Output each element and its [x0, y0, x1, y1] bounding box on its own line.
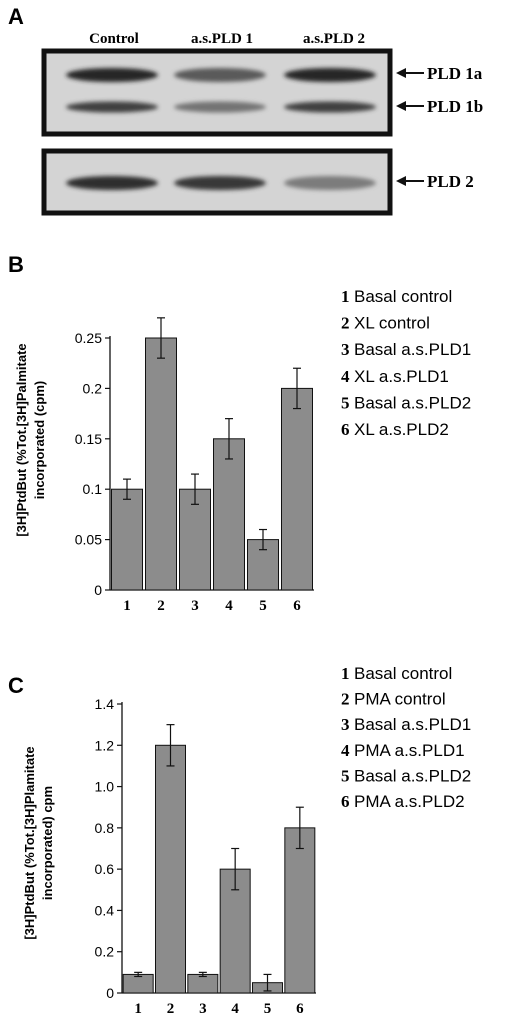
legend-number: 4 — [341, 367, 350, 386]
y-tick-label: 0.25 — [75, 330, 102, 346]
arrow-icon — [396, 101, 424, 111]
legend-text: PMA a.s.PLD2 — [354, 792, 465, 811]
panel-a-letter: A — [8, 4, 24, 29]
bar-2 — [155, 744, 186, 994]
legend-number: 2 — [341, 314, 350, 333]
x-tick-label: 3 — [191, 598, 199, 614]
band-pld1a-lane-1 — [66, 68, 158, 82]
legend-text: PMA control — [354, 690, 446, 709]
legend-text: Basal a.s.PLD1 — [354, 340, 471, 359]
band-pld1a-lane-2 — [174, 68, 266, 82]
panel-c-chart: 0 0.2 0.4 0.6 0.8 1.0 1.2 1.4 1 2 3 4 5 6 — [95, 696, 316, 1017]
legend-text: XL control — [354, 314, 430, 333]
x-tick-label: 6 — [296, 1001, 304, 1017]
panel-b: B [3H]PtdBut (%Tot.[3H]Palmitate incorpo… — [8, 252, 471, 614]
legend-number: 5 — [341, 766, 350, 785]
legend-number: 3 — [341, 715, 350, 734]
x-tick-label: 1 — [134, 1001, 142, 1017]
x-tick-label: 3 — [199, 1001, 207, 1017]
bar-1 — [122, 973, 154, 994]
x-tick-label: 1 — [123, 598, 131, 614]
y-tick-label: 1.0 — [95, 779, 115, 795]
band-label-pld2: PLD 2 — [427, 172, 474, 191]
y-tick-label: 1.4 — [95, 696, 115, 712]
band-pld2-lane-3 — [284, 176, 376, 190]
blot-bottom-bands — [66, 176, 376, 190]
band-pld1b-lane-2 — [174, 101, 266, 113]
legend-number: 5 — [341, 393, 350, 412]
bar-3 — [179, 488, 211, 591]
x-tick-label: 5 — [264, 1001, 272, 1017]
lane-label-as-pld1: a.s.PLD 1 — [191, 31, 253, 47]
panel-b-ylabel: [3H]PtdBut (%Tot.[3H]Palmitate incorpora… — [14, 343, 47, 536]
y-tick-label: 0.2 — [83, 380, 103, 396]
legend-text: PMA a.s.PLD1 — [354, 741, 465, 760]
y-tick-label: 0.4 — [95, 902, 115, 918]
band-label-pld1b: PLD 1b — [427, 97, 483, 116]
legend-text: Basal a.s.PLD2 — [354, 766, 471, 785]
x-tick-label: 2 — [157, 598, 165, 614]
arrow-icon — [396, 176, 424, 186]
legend-number: 3 — [341, 340, 350, 359]
ylabel-line-1: [3H]PtdBut (%Tot.[3H]Plamitate — [22, 746, 37, 939]
band-pld2-lane-2 — [174, 176, 266, 190]
panel-c: C [3H]PtdBut (%Tot.[3H]Plamitate incorpo… — [8, 664, 471, 1017]
ylabel-line-1: [3H]PtdBut (%Tot.[3H]Palmitate — [14, 343, 29, 536]
legend-number: 1 — [341, 287, 350, 306]
legend-text: Basal a.s.PLD1 — [354, 715, 471, 734]
ylabel-line-2: incorporated (cpm) — [32, 381, 47, 499]
legend-number: 2 — [341, 690, 350, 709]
panel-a: A Control a.s.PLD 1 a.s.PLD 2 PLD 1a PLD… — [8, 4, 483, 216]
bar-6 — [284, 827, 316, 994]
bar-4 — [213, 438, 245, 591]
y-tick-label: 0 — [94, 582, 102, 598]
y-tick-label: 0.1 — [83, 481, 103, 497]
x-tick-label: 2 — [167, 1001, 175, 1017]
legend-number: 4 — [341, 741, 350, 760]
y-tick-label: 0.15 — [75, 431, 102, 447]
y-tick-label: 0.6 — [95, 861, 115, 877]
x-tick-label: 4 — [225, 598, 233, 614]
legend-number: 6 — [341, 420, 350, 439]
legend-text: Basal a.s.PLD2 — [354, 393, 471, 412]
band-pld2-lane-1 — [66, 176, 158, 190]
ylabel-line-2: incorporated) cpm — [40, 786, 55, 900]
lane-label-control: Control — [89, 31, 139, 47]
y-tick-label: 0.2 — [95, 944, 115, 960]
band-pld1b-lane-3 — [284, 101, 376, 113]
bar-3 — [187, 973, 219, 994]
panel-b-letter: B — [8, 252, 24, 277]
x-tick-label: 4 — [231, 1001, 239, 1017]
panel-c-ylabel: [3H]PtdBut (%Tot.[3H]Plamitate incorpora… — [22, 746, 55, 939]
band-pld1a-lane-3 — [284, 68, 376, 82]
panel-c-letter: C — [8, 673, 24, 698]
blot-top-frame — [41, 48, 393, 137]
legend-number: 6 — [341, 792, 350, 811]
legend-text: XL a.s.PLD1 — [354, 367, 449, 386]
y-tick-label: 0.05 — [75, 532, 102, 548]
y-tick-label: 0.8 — [95, 820, 115, 836]
x-tick-label: 5 — [259, 598, 267, 614]
panel-b-chart: 0 0.05 0.1 0.15 0.2 0.25 1 2 3 4 5 6 — [75, 317, 314, 614]
legend-text: Basal control — [354, 664, 452, 683]
bar-2 — [145, 337, 177, 591]
lane-label-as-pld2: a.s.PLD 2 — [303, 31, 365, 47]
x-tick-label: 6 — [293, 598, 301, 614]
legend-number: 1 — [341, 664, 350, 683]
blot-top-bands — [66, 68, 376, 113]
legend-text: XL a.s.PLD2 — [354, 420, 449, 439]
y-tick-label: 1.2 — [95, 737, 115, 753]
band-label-pld1a: PLD 1a — [427, 64, 483, 83]
bar-6 — [281, 387, 313, 591]
bar-1 — [111, 488, 143, 591]
y-tick-label: 0 — [106, 985, 114, 1001]
legend-text: Basal control — [354, 287, 452, 306]
band-pld1b-lane-1 — [66, 101, 158, 113]
arrow-icon — [396, 68, 424, 78]
